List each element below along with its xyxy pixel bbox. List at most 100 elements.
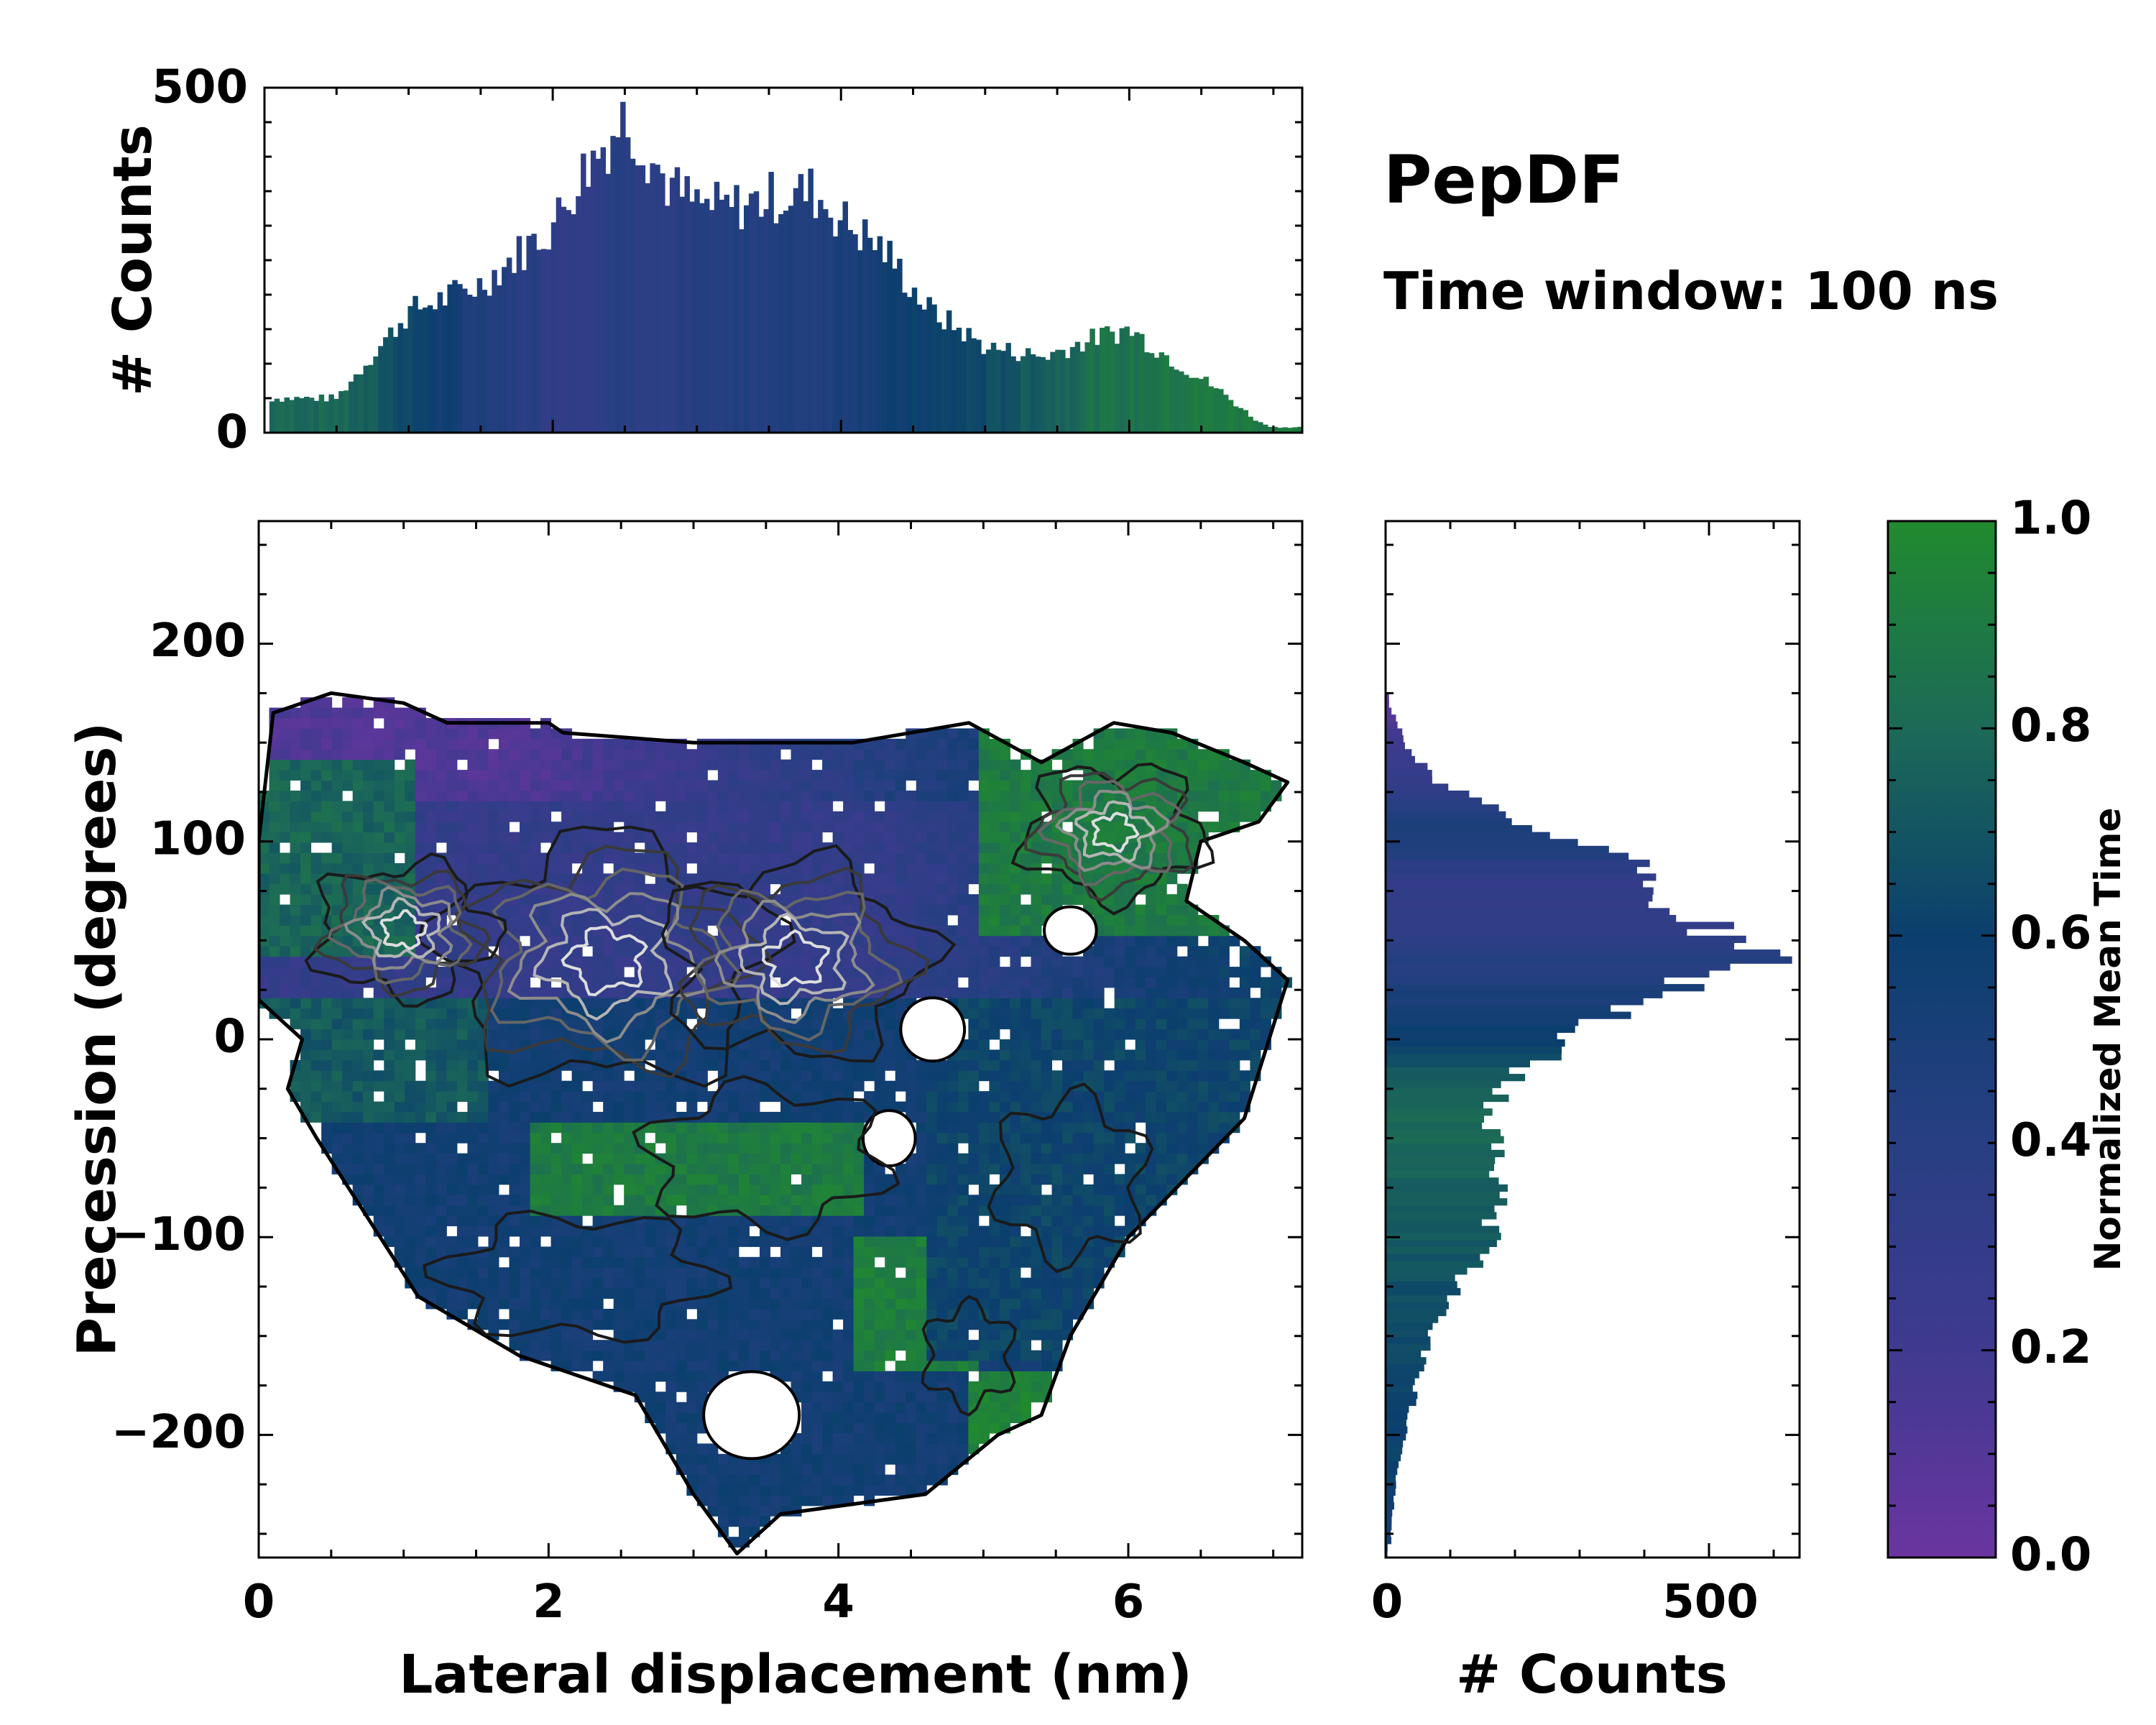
heatmap-cell [290,904,301,916]
heatmap-cell [759,1298,770,1310]
heatmap-cell [550,1049,562,1061]
heatmap-cell [613,873,625,885]
top-histogram-bar [753,191,760,433]
heatmap-cell [906,811,917,822]
heatmap-cell [770,1464,781,1476]
top-histogram-bar [906,297,913,433]
heatmap-cell [936,832,948,843]
top-histogram-bar [985,349,992,433]
heatmap-cell [477,1195,489,1206]
heatmap-cell [645,862,656,874]
heatmap-cell [665,811,677,822]
heatmap-cell [498,1288,510,1299]
heatmap-cell [707,1361,719,1371]
heatmap-cell [363,852,374,864]
heatmap-cell [405,1225,416,1237]
heatmap-cell [1083,1246,1095,1258]
heatmap-cell [384,790,395,801]
heatmap-cell [770,1350,781,1361]
heatmap-cell [843,1381,854,1392]
heatmap-cell [373,1132,384,1144]
heatmap-cell [300,790,312,801]
heatmap-cell [634,1288,645,1299]
top-histogram-bar [402,328,409,433]
heatmap-cell [436,749,447,760]
heatmap-cell [488,1122,499,1133]
heatmap-cell [749,1174,760,1185]
heatmap-cell [613,801,625,812]
heatmap-cell [791,822,802,833]
heatmap-cell [520,1246,531,1258]
top-histogram-bar [1174,369,1179,433]
heatmap-cell [384,1080,395,1092]
heatmap-cell [874,738,885,750]
heatmap-cell [446,749,458,760]
heatmap-cell [269,914,280,926]
heatmap-cell [300,832,312,843]
heatmap-cell [456,1195,468,1206]
heatmap-cell [895,749,906,760]
heatmap-cell [394,832,405,843]
heatmap-cell [603,1225,614,1237]
heatmap-cell [947,894,959,906]
heatmap-cell [749,1308,760,1320]
heatmap-cell [624,780,635,791]
heatmap-cell [853,1122,865,1133]
heatmap-cell [331,738,343,750]
heatmap-cell [832,904,844,916]
top-histogram-bar [373,356,379,433]
heatmap-cell [1031,1277,1042,1289]
heatmap-cell [509,1018,520,1030]
heatmap-cell [749,1256,760,1268]
heatmap-cell [436,977,447,988]
heatmap-cell [1041,1205,1053,1216]
heatmap-cell [1062,1164,1074,1174]
heatmap-cell [520,1029,531,1040]
heatmap-cell [832,1453,844,1465]
heatmap-cell [477,1091,489,1103]
heatmap-cell [634,1195,645,1206]
heatmap-cell [634,1070,645,1082]
heatmap-cell [415,1195,426,1206]
heatmap-cell [957,1205,969,1216]
heatmap-cell [926,1402,938,1413]
heatmap-cell [843,1319,854,1330]
heatmap-cell [978,967,990,978]
heatmap-cell [634,1319,645,1330]
heatmap-cell [885,1277,896,1289]
heatmap-cell [1051,956,1063,967]
heatmap-cell [571,925,583,937]
heatmap-cell [665,1225,677,1237]
heatmap-cell [728,1111,740,1123]
heatmap-cell [1010,1091,1021,1103]
heatmap-cell [540,1091,552,1103]
heatmap-cell [978,1236,990,1247]
top-histogram-bar [1109,331,1115,433]
heatmap-cell [415,738,426,750]
heatmap-cell [780,925,792,937]
heatmap-cell [968,925,980,937]
heatmap-cell [968,728,980,740]
heatmap-cell [957,883,969,895]
heatmap-cell [1072,1236,1084,1247]
heatmap-cell [634,832,645,843]
heatmap-cell [686,1350,698,1361]
heatmap-cell [728,780,740,791]
heatmap-cell [759,1153,770,1164]
heatmap-cell [530,1091,541,1103]
heatmap-cell [467,801,479,812]
heatmap-cell [540,1256,552,1268]
heatmap-cell [728,862,740,874]
heatmap-cell [613,1174,625,1185]
heatmap-cell [696,832,708,843]
heatmap-cell [989,759,1000,770]
heatmap-cell [603,1288,614,1299]
heatmap-cell [1062,1319,1074,1330]
heatmap-cell [989,1122,1000,1133]
heatmap-cell [989,1236,1000,1247]
heatmap-cell [561,738,573,750]
top-histogram-bar [941,329,947,433]
heatmap-cell [310,894,322,906]
heatmap-cell [717,1319,729,1330]
heatmap-cell [665,842,677,853]
